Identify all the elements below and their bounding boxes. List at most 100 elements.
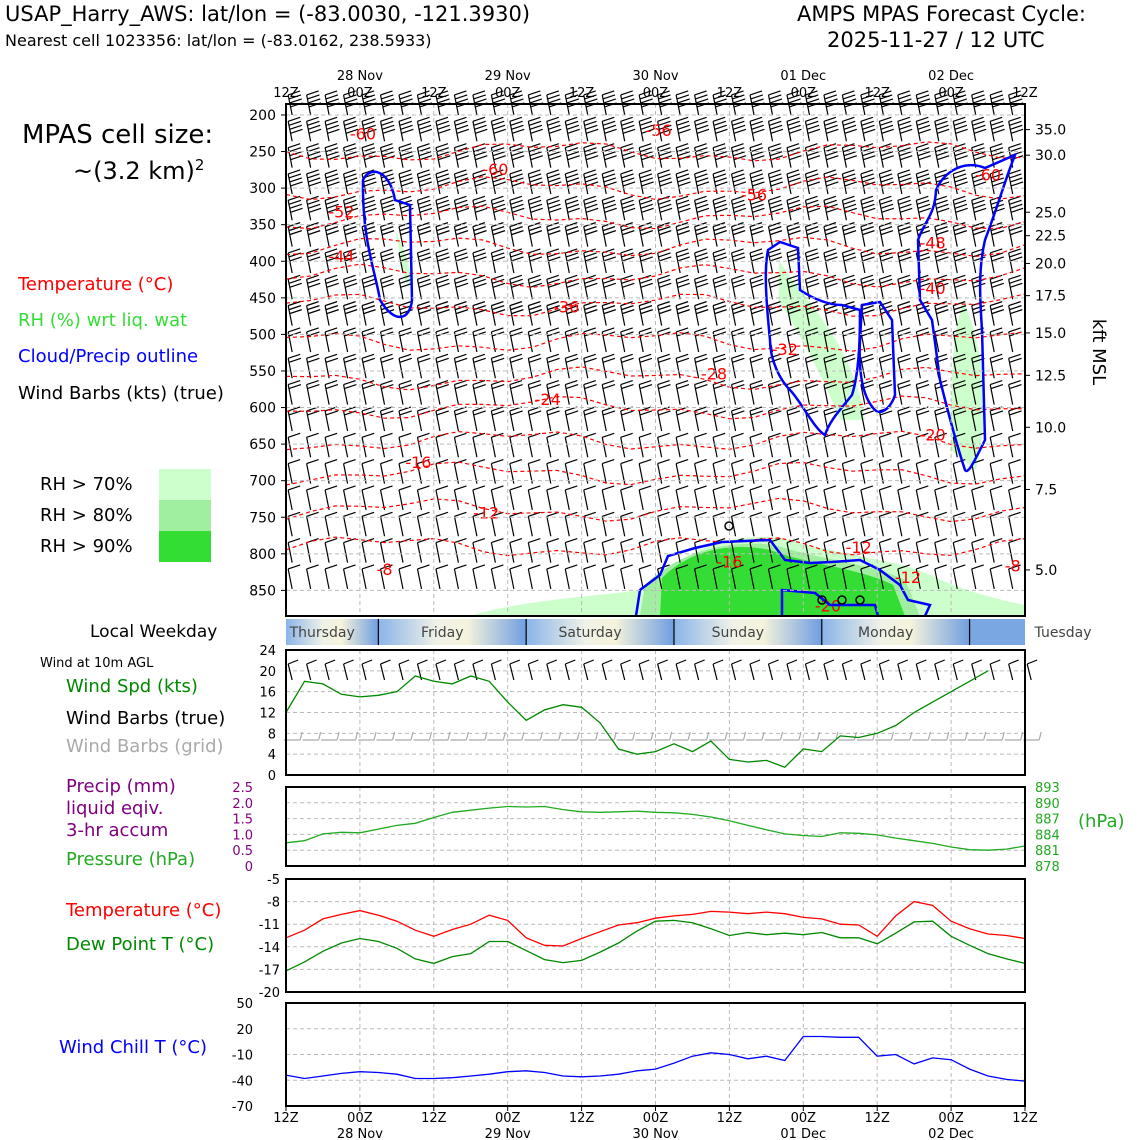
wind-speed-line — [285, 670, 989, 768]
wind-barb — [786, 143, 802, 168]
wind-barb — [490, 538, 504, 563]
wind-barb — [564, 485, 578, 511]
wind-barb — [749, 248, 764, 274]
wind-barb — [804, 485, 818, 511]
wind-barb — [878, 353, 893, 379]
wind-barb — [694, 195, 710, 221]
wind-barb-grid-flag — [558, 731, 562, 741]
wind-barb — [841, 406, 856, 432]
wind-barb — [398, 116, 414, 142]
cell-size-text: ~(3.2 km) — [73, 157, 195, 185]
wind-barb — [767, 90, 784, 116]
wind-barb-grid-flag — [595, 731, 599, 741]
wind-barb — [712, 222, 727, 247]
wind-barb — [841, 301, 857, 326]
wind-barb — [509, 222, 524, 247]
wind-barb — [527, 248, 543, 274]
wind-barb-true — [1008, 663, 1014, 681]
wind-barb — [509, 485, 523, 511]
wind-barb — [934, 459, 947, 484]
wind-barb-true-flag — [528, 659, 539, 665]
wind-barb-true — [324, 663, 330, 681]
wind-barb — [675, 353, 690, 379]
wind-barb — [379, 248, 395, 274]
wind-barb — [860, 511, 874, 537]
wind-barb-grid-flag — [447, 731, 451, 741]
temperature-contour — [285, 263, 1026, 289]
wind-barb — [675, 90, 691, 116]
wind-barb — [989, 406, 1004, 432]
wind-speed-tick-label: 12 — [259, 707, 276, 722]
wind-barb — [398, 538, 412, 563]
wind-barb — [712, 380, 727, 405]
wind-barb-grid-flag — [391, 731, 396, 741]
wind-barb — [546, 406, 560, 432]
wind-barb-true-flag — [860, 659, 872, 665]
wind-barb — [453, 485, 467, 511]
wind-barb — [804, 538, 818, 563]
wind-barb — [694, 327, 708, 353]
bottom-date-label: 01 Dec — [780, 1127, 826, 1140]
temperature-contour — [285, 141, 1026, 162]
wind-barb — [730, 327, 745, 353]
pressure-tick-label: 600 — [249, 401, 276, 417]
wind-speed-tick-label: 20 — [259, 665, 276, 680]
temperature-line — [285, 900, 1026, 947]
wind-barb — [527, 116, 543, 142]
wind-barb — [878, 485, 892, 511]
wind-barb — [490, 143, 506, 168]
temperature-contour-label: -32 — [772, 340, 798, 359]
wind-barb — [287, 143, 303, 168]
wind-barb-true-flag — [620, 659, 631, 665]
wind-barb — [860, 459, 874, 484]
wind-barb — [804, 459, 818, 484]
wind-barb — [786, 564, 800, 590]
wind-barb — [379, 459, 393, 484]
wind-barb-true — [1026, 663, 1032, 681]
wind-barb — [786, 169, 802, 195]
wind-barb — [453, 459, 467, 484]
wind-barb — [435, 380, 449, 405]
pressure-tick-label: 850 — [249, 583, 276, 599]
windchill-tick-label: -70 — [232, 1100, 253, 1115]
wind-barb — [730, 380, 745, 405]
wind-barb — [860, 143, 876, 168]
wind-barb — [472, 511, 486, 537]
wind-barb — [509, 195, 525, 221]
wind-barb — [712, 564, 726, 590]
wind-barb — [564, 301, 580, 326]
wind-barb — [620, 327, 634, 353]
wind-barb — [435, 116, 451, 142]
wind-barb — [306, 327, 320, 353]
wind-barb — [823, 90, 839, 116]
wind-barb-grid-flag — [706, 731, 710, 741]
wind-barb — [952, 564, 966, 590]
wind-barb — [1008, 353, 1022, 379]
wind-barb — [823, 538, 837, 563]
wind-barb — [583, 406, 597, 432]
wind-barb — [583, 432, 596, 458]
wind-barb — [342, 327, 357, 353]
wind-barb — [934, 116, 950, 142]
wind-barb — [546, 485, 559, 511]
wind-barb — [601, 485, 615, 511]
wind-barb — [638, 274, 653, 300]
legend-rh: RH (%) wrt liq. wat — [18, 310, 188, 331]
wind-barb — [694, 485, 707, 511]
wind-barb — [804, 116, 821, 142]
wind-barb — [841, 222, 857, 247]
wind-barb — [934, 511, 947, 537]
wind-barb — [675, 564, 689, 590]
wind10m-label: Wind at 10m AGL — [40, 656, 154, 671]
wind-barb — [989, 248, 1004, 274]
wind-barb — [989, 432, 1003, 458]
top-time-tick: 00Z — [643, 86, 669, 101]
wind-barb — [915, 195, 931, 221]
wind-barb — [749, 564, 763, 590]
wind-barb — [841, 538, 855, 563]
wind-barb — [749, 353, 764, 379]
wind-barb — [934, 485, 947, 511]
wind-barb-true — [804, 663, 811, 681]
wind-barb-true — [453, 663, 460, 681]
wind-barb — [379, 274, 395, 300]
